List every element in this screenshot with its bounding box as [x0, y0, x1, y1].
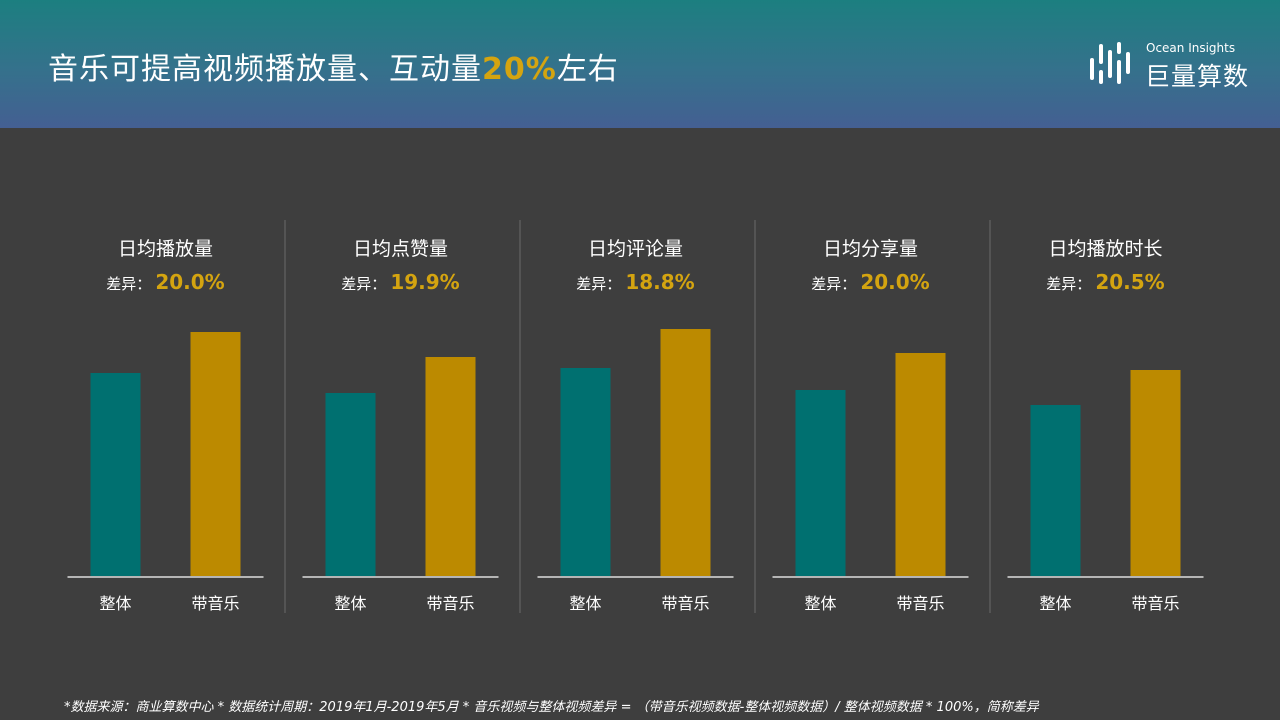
bar [560, 368, 611, 576]
diff-value: 19.9% [390, 270, 459, 294]
diff-value: 20.0% [155, 270, 224, 294]
bar [895, 353, 946, 576]
diff-label: 差异： [106, 275, 151, 293]
category-label: 整体 [1039, 594, 1071, 613]
panel-title: 日均分享量 [823, 238, 918, 260]
logo-name: 巨量算数 [1145, 62, 1250, 91]
title-main: 音乐可提高视频播放量、互动量 [48, 52, 482, 87]
bar [1030, 405, 1081, 576]
diff-text: 差异： 20.5% [1046, 270, 1164, 294]
title-highlight: 20% [482, 52, 557, 87]
category-label: 整体 [569, 594, 601, 613]
diff-text: 差异： 18.8% [576, 270, 694, 294]
page-title: 音乐可提高视频播放量、互动量20%左右 [48, 44, 619, 88]
bar [425, 357, 476, 576]
category-label: 带音乐 [661, 594, 709, 613]
category-label: 带音乐 [191, 594, 239, 613]
diff-value: 20.5% [1095, 270, 1164, 294]
diff-text: 差异： 20.0% [106, 270, 224, 294]
diff-value: 20.0% [860, 270, 929, 294]
logo-bars-icon [1090, 42, 1130, 84]
category-label: 整体 [334, 594, 366, 613]
footnote: *数据来源：商业算数中心 * 数据统计周期：2019年1月-2019年5月 * … [64, 700, 1039, 715]
category-label: 带音乐 [1131, 594, 1179, 613]
bar [90, 373, 141, 576]
panel-title: 日均播放量 [118, 238, 213, 260]
panel-title: 日均播放时长 [1048, 238, 1162, 260]
diff-label: 差异： [1046, 275, 1091, 293]
category-label: 整体 [804, 594, 836, 613]
diff-text: 差异： 20.0% [811, 270, 929, 294]
category-label: 带音乐 [896, 594, 944, 613]
header-banner: 音乐可提高视频播放量、互动量20%左右 Ocean Insights 巨量算数 [0, 0, 1280, 128]
title-tail: 左右 [556, 52, 619, 87]
bar [190, 332, 241, 576]
bar [1130, 370, 1181, 576]
diff-value: 18.8% [625, 270, 694, 294]
panel-title: 日均评论量 [588, 238, 683, 260]
diff-label: 差异： [811, 275, 856, 293]
category-label: 整体 [99, 594, 131, 613]
bar [795, 390, 846, 576]
bar [325, 393, 376, 576]
category-label: 带音乐 [426, 594, 474, 613]
brand-logo: Ocean Insights 巨量算数 [1088, 40, 1260, 91]
panel-title: 日均点赞量 [353, 238, 448, 260]
diff-label: 差异： [576, 275, 621, 293]
diff-text: 差异： 19.9% [341, 270, 459, 294]
bar [660, 329, 711, 576]
diff-label: 差异： [341, 275, 386, 293]
logo-subtitle: Ocean Insights [1146, 41, 1236, 55]
